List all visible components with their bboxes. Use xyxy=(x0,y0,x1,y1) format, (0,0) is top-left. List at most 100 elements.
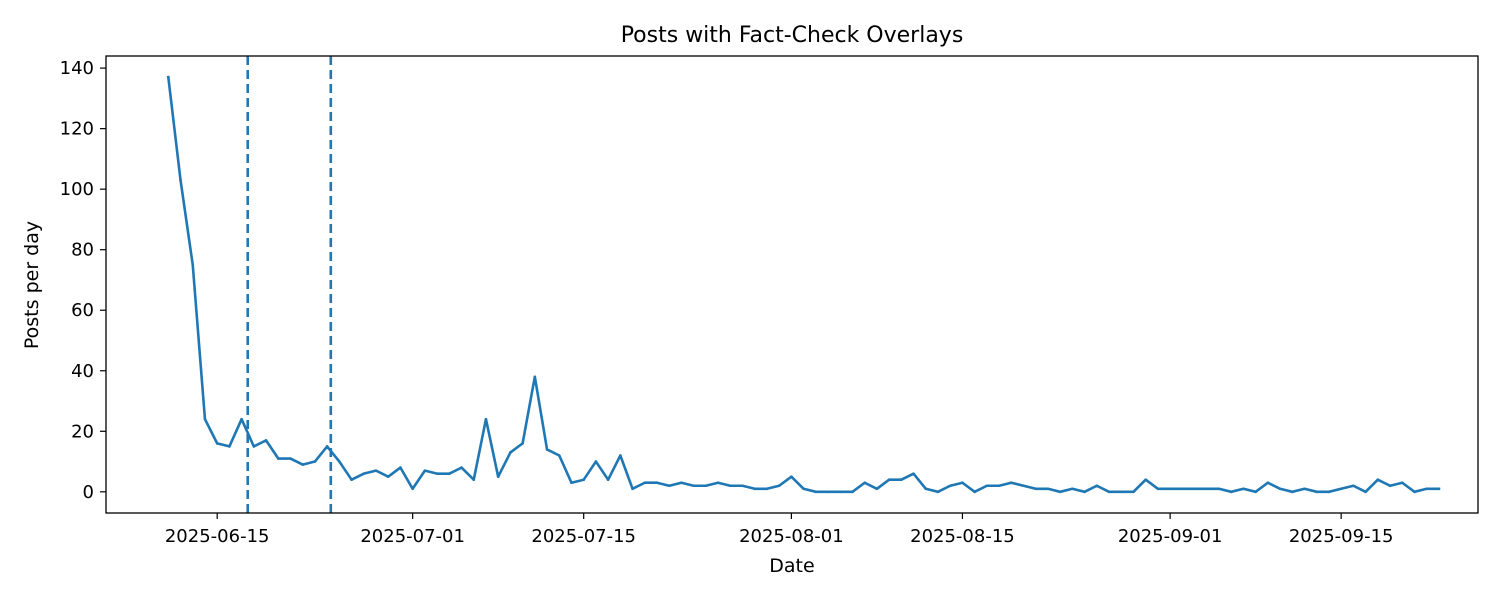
data-point xyxy=(1315,490,1319,494)
data-point xyxy=(1071,487,1074,491)
data-point xyxy=(1181,487,1184,491)
x-tick-label: 2025-09-15 xyxy=(1289,526,1394,547)
data-point xyxy=(741,484,744,488)
data-point xyxy=(399,466,402,469)
data-point xyxy=(1205,487,1209,491)
data-point xyxy=(374,469,378,472)
data-point xyxy=(1058,490,1062,494)
data-point xyxy=(961,481,964,485)
data-point xyxy=(484,417,488,421)
data-point xyxy=(1339,487,1343,491)
data-point xyxy=(1229,490,1233,494)
y-tick-label: 120 xyxy=(60,119,94,140)
data-point xyxy=(838,490,842,494)
data-point xyxy=(753,487,757,491)
data-point xyxy=(411,487,414,491)
data-point xyxy=(716,481,720,485)
y-axis-label: Posts per day xyxy=(21,221,43,349)
x-tick-label: 2025-06-15 xyxy=(165,526,270,547)
data-point xyxy=(1083,490,1086,494)
series-line xyxy=(166,75,1441,494)
data-point xyxy=(1278,487,1282,491)
data-point xyxy=(729,484,732,488)
data-point xyxy=(301,463,304,466)
data-point xyxy=(1193,487,1196,491)
data-point xyxy=(1413,490,1416,494)
data-point xyxy=(362,472,366,475)
data-point xyxy=(912,472,915,475)
x-axis: 2025-06-15 2025-07-01 2025-07-15 2025-08-01… xyxy=(165,513,1394,547)
data-point xyxy=(1168,487,1172,491)
y-tick-label: 20 xyxy=(71,421,94,442)
data-point xyxy=(509,451,512,454)
data-point xyxy=(1144,478,1147,482)
data-point xyxy=(1010,481,1013,485)
x-tick-label: 2025-07-15 xyxy=(531,526,636,547)
y-tick-label: 40 xyxy=(71,361,94,382)
data-point xyxy=(1352,484,1355,488)
data-point xyxy=(900,478,903,482)
data-point xyxy=(215,442,219,445)
data-point xyxy=(1254,490,1257,494)
data-point xyxy=(826,490,830,494)
y-tick-label: 0 xyxy=(83,482,94,503)
data-point xyxy=(790,475,793,478)
data-point xyxy=(924,487,928,491)
data-point xyxy=(496,475,500,478)
data-point xyxy=(667,484,671,488)
data-point xyxy=(533,375,537,379)
data-point xyxy=(631,487,634,491)
data-point xyxy=(1376,478,1380,482)
data-point xyxy=(325,445,329,448)
data-point xyxy=(1034,487,1038,491)
x-axis-label: Date xyxy=(769,555,814,577)
data-point xyxy=(448,472,451,475)
data-point xyxy=(655,481,659,485)
data-point xyxy=(435,472,439,475)
x-tick-label: 2025-08-15 xyxy=(910,526,1015,547)
data-point xyxy=(1217,487,1221,491)
data-point xyxy=(1046,487,1050,491)
data-point xyxy=(1119,490,1123,494)
data-point xyxy=(1095,484,1099,488)
data-point xyxy=(680,481,683,485)
plot-frame xyxy=(105,55,1479,514)
data-point xyxy=(1022,484,1025,488)
data-point xyxy=(985,484,989,488)
data-point xyxy=(973,490,976,494)
data-point xyxy=(582,478,585,482)
data-point xyxy=(1107,490,1111,494)
x-tick-label: 2025-09-01 xyxy=(1118,526,1223,547)
x-tick-label: 2025-07-01 xyxy=(360,526,465,547)
data-point xyxy=(1364,490,1367,494)
y-tick-label: 60 xyxy=(71,300,94,321)
data-point xyxy=(692,484,695,488)
data-point xyxy=(765,487,769,491)
data-point xyxy=(179,178,182,182)
data-point xyxy=(1400,481,1404,485)
data-point xyxy=(875,487,879,491)
data-point xyxy=(814,490,818,494)
data-point xyxy=(460,466,463,469)
data-point xyxy=(521,442,524,445)
data-point xyxy=(240,417,243,421)
data-point xyxy=(228,445,231,448)
data-point xyxy=(472,478,476,482)
data-point xyxy=(777,484,781,488)
data-point xyxy=(1437,487,1441,491)
data-point xyxy=(936,490,940,494)
data-point xyxy=(1266,481,1270,485)
data-point xyxy=(545,448,549,451)
data-point xyxy=(386,475,390,478)
data-point xyxy=(423,469,427,472)
data-point xyxy=(313,460,317,463)
data-point xyxy=(167,75,170,79)
data-point xyxy=(704,484,708,488)
data-point xyxy=(203,417,207,421)
data-point xyxy=(1388,484,1392,488)
y-tick-label: 140 xyxy=(60,58,94,79)
y-axis: 0 20 40 60 80 100 120 140 xyxy=(60,58,106,503)
data-point xyxy=(1327,490,1331,494)
